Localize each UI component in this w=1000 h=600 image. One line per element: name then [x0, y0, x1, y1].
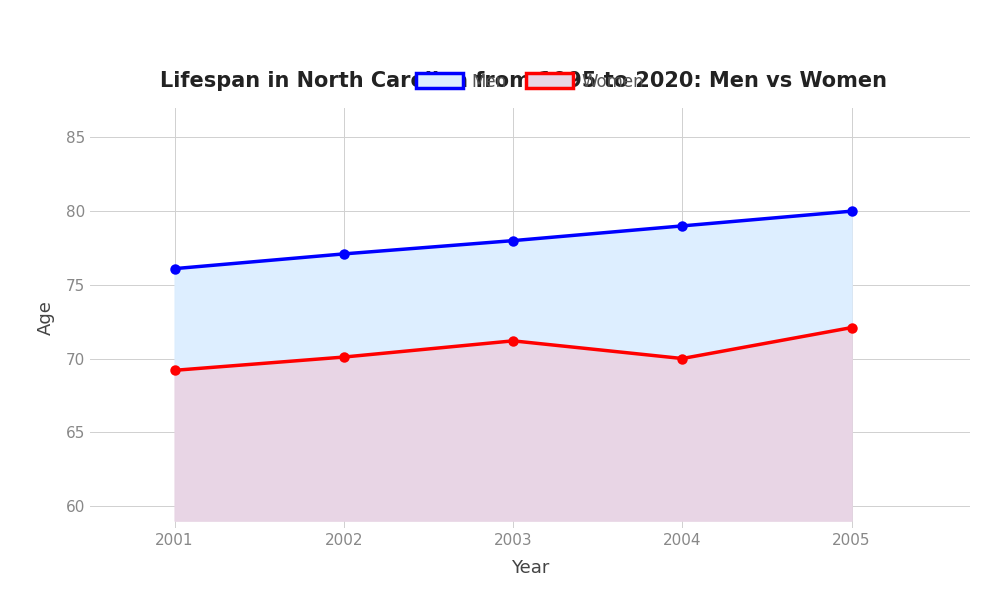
Text: Lifespan in North Carolina from 1995 to 2020: Men vs Women: Lifespan in North Carolina from 1995 to …: [160, 71, 887, 91]
X-axis label: Year: Year: [511, 559, 549, 577]
Legend: Men, Women: Men, Women: [409, 66, 651, 97]
Y-axis label: Age: Age: [37, 301, 55, 335]
